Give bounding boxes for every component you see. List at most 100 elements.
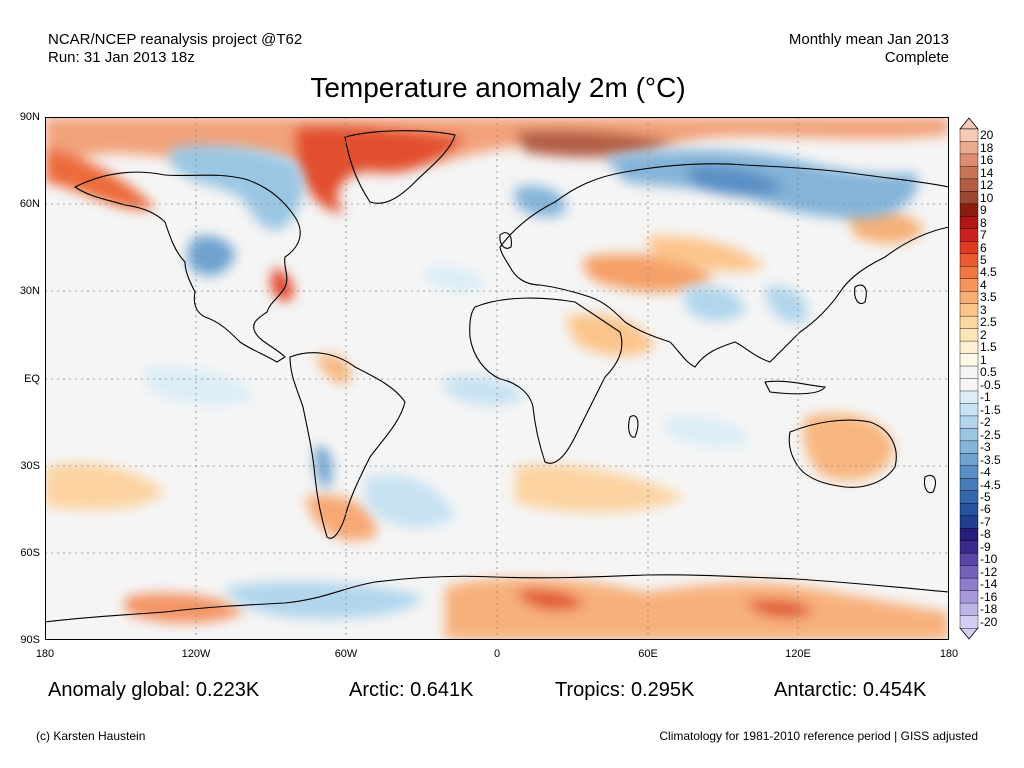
lon-label-180e: 180 [939, 648, 959, 660]
madagascar-outline [628, 415, 639, 438]
colorbar-swatch [959, 515, 979, 529]
map-title: Temperature anomaly 2m (°C) [310, 72, 686, 103]
colorbar-label: -12 [980, 564, 998, 579]
colorbar-swatch [959, 353, 979, 367]
colorbar-label: -4 [980, 465, 991, 480]
lat-label-60s: 60S [20, 547, 40, 559]
colorbar-swatch [959, 428, 979, 442]
colorbar-label: -9 [980, 539, 991, 554]
colorbar-swatch [959, 540, 979, 554]
colorbar-label: -2.5 [980, 427, 1001, 442]
colorbar-label: -7 [980, 514, 991, 529]
colorbar-label: -3 [980, 440, 991, 455]
anomaly-global-stat: Anomaly global: 0.223K [48, 679, 260, 701]
colorbar-label: 18 [980, 140, 994, 155]
colorbar-label: 4 [980, 277, 987, 292]
colorbar-swatch [959, 378, 979, 392]
map-frame [45, 117, 949, 640]
colorbar-swatch [959, 141, 979, 155]
colorbar-swatch [959, 153, 979, 167]
lon-label-180w: 180 [35, 648, 55, 660]
colorbar-swatch [959, 478, 979, 492]
new-zealand-outline [923, 474, 936, 494]
colorbar-swatch [959, 253, 979, 267]
colorbar-swatch [959, 490, 979, 504]
colorbar-swatch [959, 290, 979, 305]
antarctic-stat: Antarctic: 0.454K [774, 679, 927, 701]
colorbar-swatch [959, 415, 979, 429]
colorbar-swatch [959, 166, 979, 180]
lat-label-60n: 60N [19, 198, 40, 210]
colorbar-label: -16 [980, 589, 998, 604]
colorbar-label: -8 [980, 527, 991, 542]
lat-label-30s: 30S [20, 460, 40, 472]
colorbar-swatch [959, 228, 979, 242]
colorbar-swatch [959, 315, 979, 330]
tropics-stat: Tropics: 0.295K [555, 679, 695, 701]
lat-lon-grid [45, 117, 949, 640]
japan-outline [854, 284, 867, 305]
indonesia-outline [764, 380, 826, 395]
lon-label-60e: 60E [638, 648, 658, 660]
colorbar-label: -2 [980, 415, 991, 430]
lon-label-0: 0 [493, 648, 501, 660]
colorbar-label: 12 [980, 178, 994, 193]
credit-text: (c) Karsten Haustein [36, 729, 146, 743]
eurasia-outline [499, 163, 949, 368]
colorbar-swatch [959, 216, 979, 230]
colorbar-label: -10 [980, 552, 998, 567]
colorbar-label: 3 [980, 302, 987, 317]
colorbar-label: -1 [980, 390, 991, 405]
colorbar-label: -4.5 [980, 477, 1001, 492]
lon-label-60w: 60W [334, 648, 358, 660]
colorbar-label: 7 [980, 228, 987, 243]
source-text: NCAR/NCEP reanalysis project @T62 [48, 31, 303, 48]
colorbar-label: 8 [980, 215, 987, 230]
lat-label-30n: 30N [19, 285, 40, 297]
colorbar-label: 10 [980, 190, 994, 205]
colorbar-label: -5 [980, 490, 991, 504]
colorbar-label: -14 [980, 577, 998, 592]
colorbar-swatch [959, 565, 979, 579]
colorbar-label: 0.5 [980, 365, 997, 380]
colorbar-label: -20 [980, 614, 998, 629]
colorbar-label: -0.5 [980, 377, 1001, 392]
temperature-anomaly-map [45, 117, 949, 640]
colorbar-swatch [959, 403, 979, 417]
colorbar-swatch [959, 328, 979, 342]
period-text: Monthly mean Jan 2013 [788, 31, 949, 48]
colorbar-label: 9 [980, 203, 987, 218]
lon-label-120w: 120W [181, 648, 211, 660]
colorbar-min-arrow [959, 627, 979, 640]
colorbar-swatch [959, 178, 979, 192]
colorbar-label: -3.5 [980, 452, 1001, 467]
run-text: Run: 31 Jan 2013 18z [48, 49, 195, 66]
colorbar-label: -6 [980, 502, 991, 517]
lat-label-90n: 90N [19, 111, 40, 123]
colorbar-swatch [959, 241, 979, 255]
colorbar-label: 6 [980, 240, 987, 255]
colorbar-label: 2 [980, 327, 987, 342]
colorbar-swatch [959, 278, 979, 292]
colorbar-label: 2.5 [980, 315, 997, 330]
colorbar-swatch [959, 203, 979, 217]
south-america-outline [289, 352, 406, 539]
colorbar-max-arrow [959, 117, 979, 130]
north-america-outline [73, 171, 301, 363]
colorbar-swatch [959, 266, 979, 280]
colorbar-label: 1 [980, 352, 987, 367]
colorbar-swatch [959, 191, 979, 205]
colorbar-label: -1.5 [980, 402, 1001, 417]
colorbar [959, 117, 979, 640]
colorbar-label: 1.5 [980, 340, 997, 355]
colorbar-label: 5 [980, 252, 987, 267]
colorbar-swatch [959, 577, 979, 592]
status-text: Complete [884, 49, 949, 66]
lon-label-120e: 120E [785, 648, 811, 660]
uk-outline [499, 232, 512, 249]
lat-label-eq: EQ [24, 373, 40, 385]
colorbar-label: -18 [980, 602, 998, 617]
colorbar-label: 20 [980, 128, 994, 143]
greenland-outline [344, 130, 456, 204]
colorbar-swatch [959, 390, 979, 404]
